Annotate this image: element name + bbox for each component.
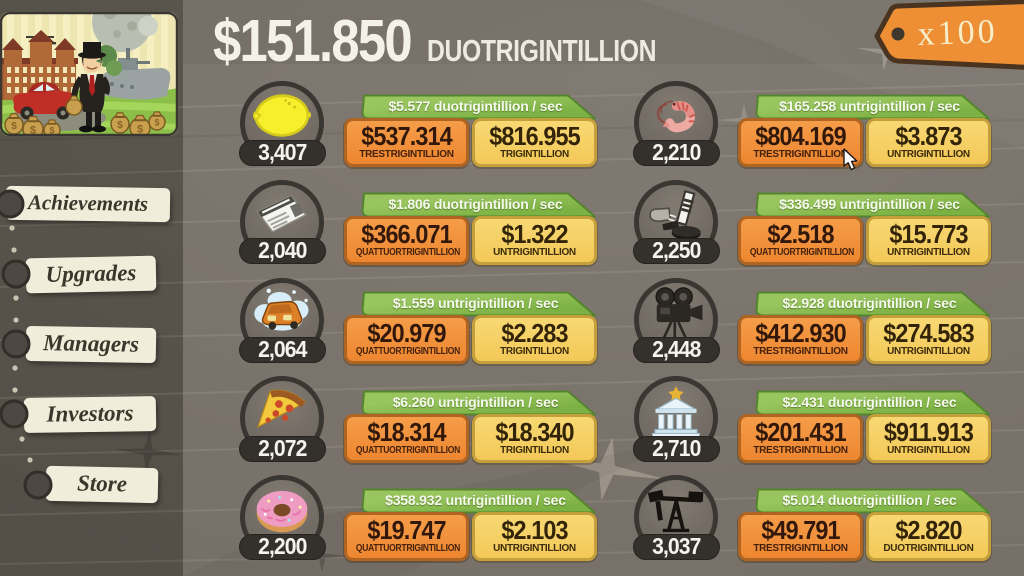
svg-text:$: $ (154, 118, 159, 128)
svg-text:$: $ (117, 120, 123, 131)
svg-text:$: $ (49, 126, 54, 136)
svg-text:$: $ (137, 124, 143, 136)
svg-text:$: $ (30, 125, 36, 137)
svg-text:x100: x100 (917, 13, 998, 53)
svg-text:$: $ (11, 121, 17, 132)
